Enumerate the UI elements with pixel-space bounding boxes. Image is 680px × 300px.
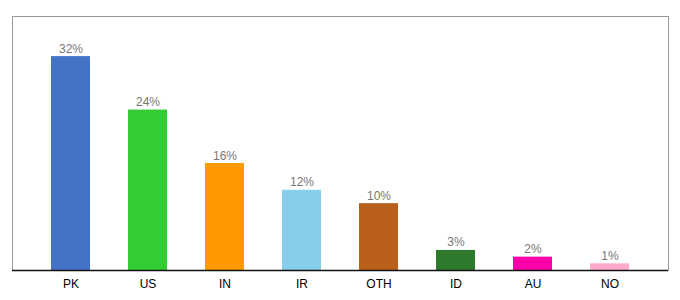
svg-text:OTH: OTH [366, 277, 391, 291]
svg-text:3%: 3% [447, 235, 465, 249]
svg-text:NO: NO [601, 277, 619, 291]
svg-text:IN: IN [219, 277, 231, 291]
svg-text:ID: ID [450, 277, 462, 291]
svg-text:IR: IR [296, 277, 308, 291]
svg-text:1%: 1% [601, 249, 619, 263]
svg-text:10%: 10% [367, 189, 391, 203]
svg-text:32%: 32% [59, 42, 83, 56]
svg-text:2%: 2% [524, 242, 542, 256]
svg-text:24%: 24% [136, 95, 160, 109]
svg-text:12%: 12% [290, 175, 314, 189]
svg-text:PK: PK [63, 277, 79, 291]
svg-text:16%: 16% [213, 149, 237, 163]
svg-text:AU: AU [525, 277, 542, 291]
svg-text:US: US [140, 277, 157, 291]
